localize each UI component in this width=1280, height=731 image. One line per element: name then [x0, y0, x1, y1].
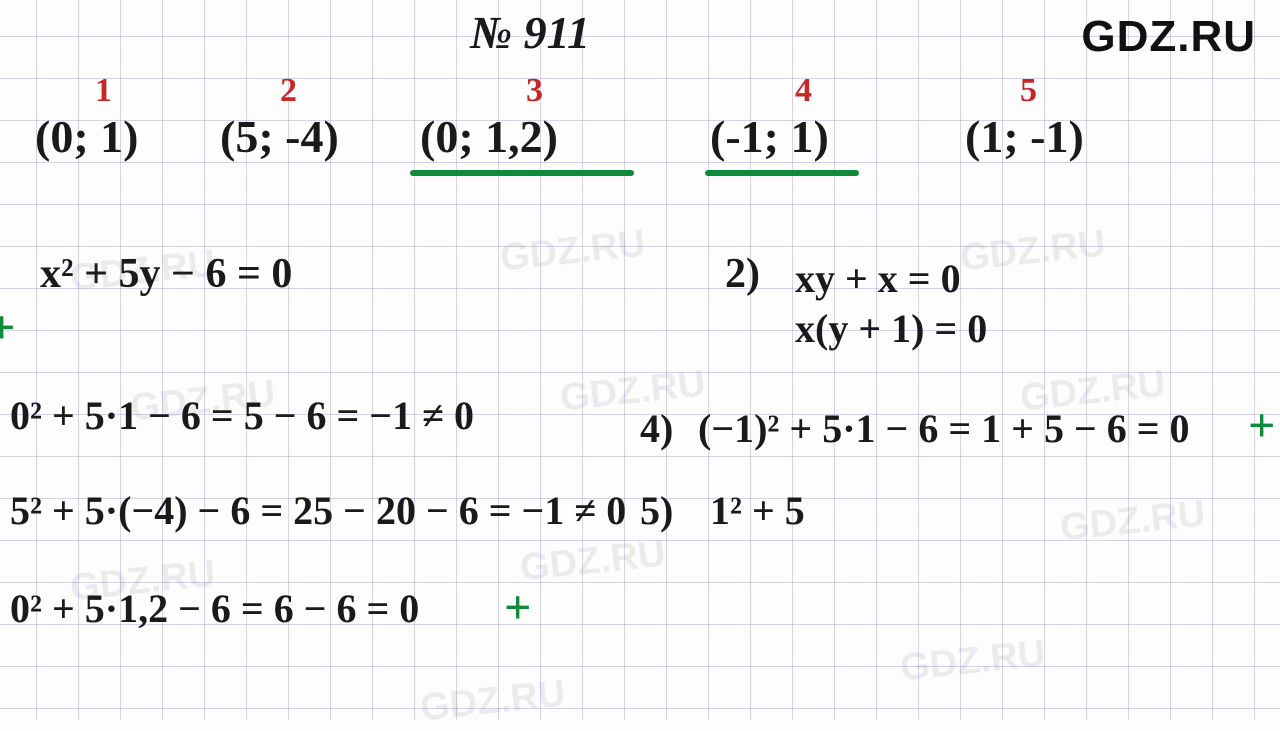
- point-index: 1: [95, 72, 112, 110]
- point-coord: (0; 1,2): [420, 110, 558, 163]
- point-coord: (0; 1): [35, 110, 138, 163]
- point-coord: (5; -4): [220, 110, 339, 163]
- point-underline: [705, 170, 859, 176]
- check-mark-icon: +: [504, 580, 531, 635]
- work-line: 0² + 5·1,2 − 6 = 6 − 6 = 0: [10, 585, 419, 632]
- work-line: 1² + 5: [710, 487, 805, 534]
- equation-left: x² + 5y − 6 = 0: [40, 250, 292, 298]
- work-line: 5² + 5·(−4) − 6 = 25 − 20 − 6 = −1 ≠ 0: [10, 487, 626, 534]
- point-index: 5: [1020, 72, 1037, 110]
- equation-right-line: xy + x = 0: [795, 255, 961, 302]
- work-index: 5): [640, 487, 673, 534]
- point-underline: [410, 170, 634, 176]
- work-line: (−1)² + 5·1 − 6 = 1 + 5 − 6 = 0: [698, 405, 1190, 452]
- point-index: 2: [280, 72, 297, 110]
- problem-number: № 911: [470, 6, 590, 59]
- point-index: 4: [795, 72, 812, 110]
- equation-right-line: x(y + 1) = 0: [795, 305, 987, 352]
- check-mark-icon: +: [0, 300, 15, 355]
- equation-right-label: 2): [725, 250, 760, 298]
- point-coord: (1; -1): [965, 110, 1084, 163]
- work-line: 0² + 5·1 − 6 = 5 − 6 = −1 ≠ 0: [10, 392, 474, 439]
- point-index: 3: [526, 72, 543, 110]
- work-index: 4): [640, 405, 673, 452]
- site-logo: GDZ.RU: [1081, 12, 1256, 62]
- check-mark-icon: +: [1248, 398, 1275, 453]
- point-coord: (-1; 1): [710, 110, 829, 163]
